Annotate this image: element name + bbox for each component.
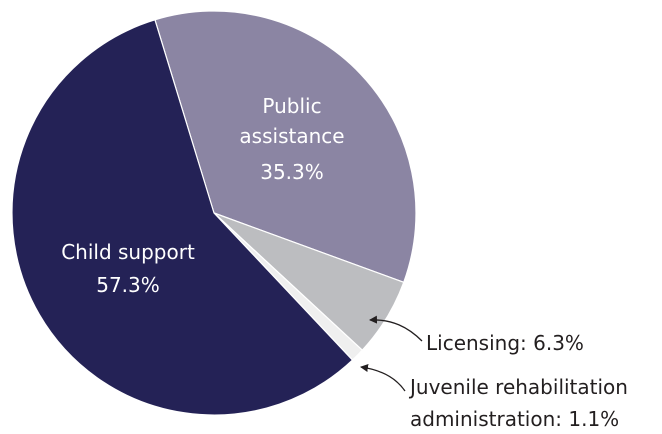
slice-label-juvenile-line1: Juvenile rehabilitation <box>408 375 628 399</box>
pie-slice-child-support <box>11 19 354 416</box>
slice-value-public-assistance: 35.3% <box>260 160 324 184</box>
slice-label-public-assistance-line1: Public <box>262 94 321 118</box>
slice-label-juvenile-line2: administration: 1.1% <box>410 407 619 431</box>
slice-label-licensing: Licensing: 6.3% <box>426 331 584 355</box>
juvenile-callout-arrow <box>360 364 406 392</box>
slice-value-child-support: 57.3% <box>96 273 160 297</box>
slice-label-public-assistance-line2: assistance <box>239 124 344 148</box>
slice-label-child-support: Child support <box>61 240 195 264</box>
pie-slice-public-assistance <box>154 10 417 283</box>
licensing-callout-arrow <box>369 315 423 342</box>
pie-slices <box>11 10 417 416</box>
